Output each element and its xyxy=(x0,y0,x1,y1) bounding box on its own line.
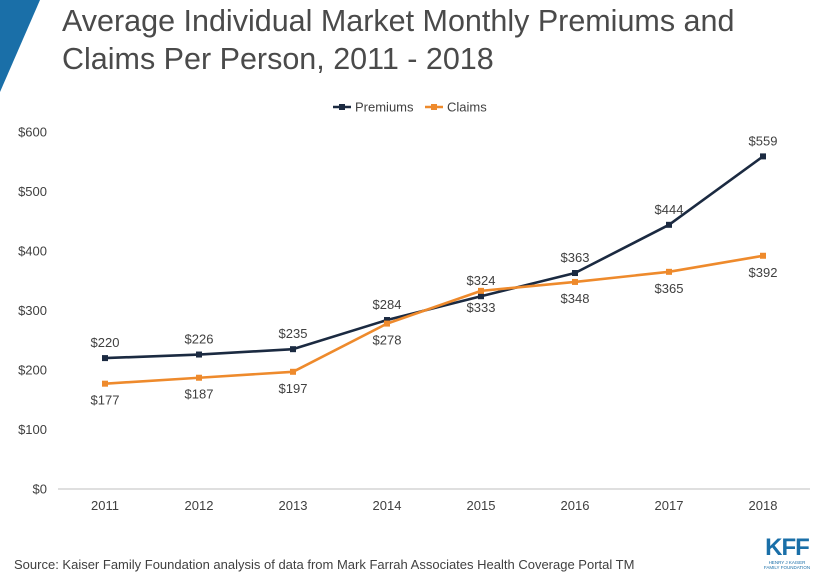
data-label-claims: $365 xyxy=(655,281,684,296)
y-tick-label: $100 xyxy=(18,422,47,437)
data-label-premiums: $226 xyxy=(185,332,214,347)
y-tick-label: $300 xyxy=(18,303,47,318)
data-point-claims xyxy=(290,368,296,375)
data-label-claims: $187 xyxy=(185,387,214,402)
x-tick-label: 2017 xyxy=(655,498,684,513)
kff-logo-line-1: HENRY J KAISER xyxy=(768,560,806,565)
data-point-premiums xyxy=(478,293,484,300)
data-label-claims: $177 xyxy=(91,393,120,408)
x-tick-label: 2018 xyxy=(749,498,778,513)
data-point-claims xyxy=(666,268,672,275)
legend-swatch-marker-claims xyxy=(431,104,437,110)
x-tick-label: 2014 xyxy=(373,498,402,513)
data-point-premiums xyxy=(572,270,578,277)
data-label-premiums: $444 xyxy=(655,202,684,217)
series-line-claims xyxy=(104,254,764,385)
chart-title: Average Individual Market Monthly Premiu… xyxy=(62,2,822,78)
data-label-claims: $278 xyxy=(373,333,402,348)
x-tick-label: 2011 xyxy=(91,498,119,513)
data-point-claims xyxy=(478,287,484,294)
y-tick-label: $600 xyxy=(18,125,47,140)
data-label-claims: $392 xyxy=(749,265,778,280)
data-point-claims xyxy=(384,320,390,327)
y-tick-label: $400 xyxy=(18,244,47,259)
kff-logo: KFF HENRY J KAISER FAMILY FOUNDATION xyxy=(757,534,817,571)
x-tick-label: 2013 xyxy=(279,498,308,513)
source-note: Source: Kaiser Family Foundation analysi… xyxy=(14,557,635,572)
corner-accent xyxy=(0,0,40,92)
kff-logo-mark: KFF xyxy=(765,534,810,561)
y-tick-label: $200 xyxy=(18,363,47,378)
legend-label-premiums: Premiums xyxy=(355,100,414,115)
series-line-premiums xyxy=(104,155,764,360)
data-point-claims xyxy=(760,252,766,259)
chart-title-line-2: Claims Per Person, 2011 - 2018 xyxy=(62,42,494,76)
data-label-claims: $197 xyxy=(279,381,308,396)
data-label-claims: $348 xyxy=(561,291,590,306)
y-tick-label: $0 xyxy=(33,482,47,497)
data-label-premiums: $363 xyxy=(561,250,590,265)
data-point-claims xyxy=(572,278,578,285)
data-label-premiums: $235 xyxy=(279,326,308,341)
data-point-premiums xyxy=(196,351,202,358)
legend-swatch-marker-premiums xyxy=(339,104,345,110)
data-point-premiums xyxy=(102,355,108,362)
data-point-premiums xyxy=(760,153,766,160)
kff-logo-line-2: FAMILY FOUNDATION xyxy=(763,565,811,570)
data-point-claims xyxy=(102,380,108,387)
data-point-claims xyxy=(196,374,202,381)
data-point-premiums xyxy=(290,346,296,353)
data-label-premiums: $324 xyxy=(467,273,496,288)
legend-label-claims: Claims xyxy=(447,100,487,115)
data-label-premiums: $559 xyxy=(749,133,778,148)
data-label-claims: $333 xyxy=(467,300,496,315)
data-point-premiums xyxy=(384,317,390,324)
x-tick-label: 2015 xyxy=(467,498,496,513)
y-tick-label: $500 xyxy=(18,184,47,199)
data-point-premiums xyxy=(666,221,672,228)
data-label-premiums: $284 xyxy=(373,297,402,312)
data-label-premiums: $220 xyxy=(91,335,120,350)
chart-title-line-1: Average Individual Market Monthly Premiu… xyxy=(62,4,735,38)
x-tick-label: 2012 xyxy=(185,498,214,513)
x-tick-label: 2016 xyxy=(561,498,590,513)
